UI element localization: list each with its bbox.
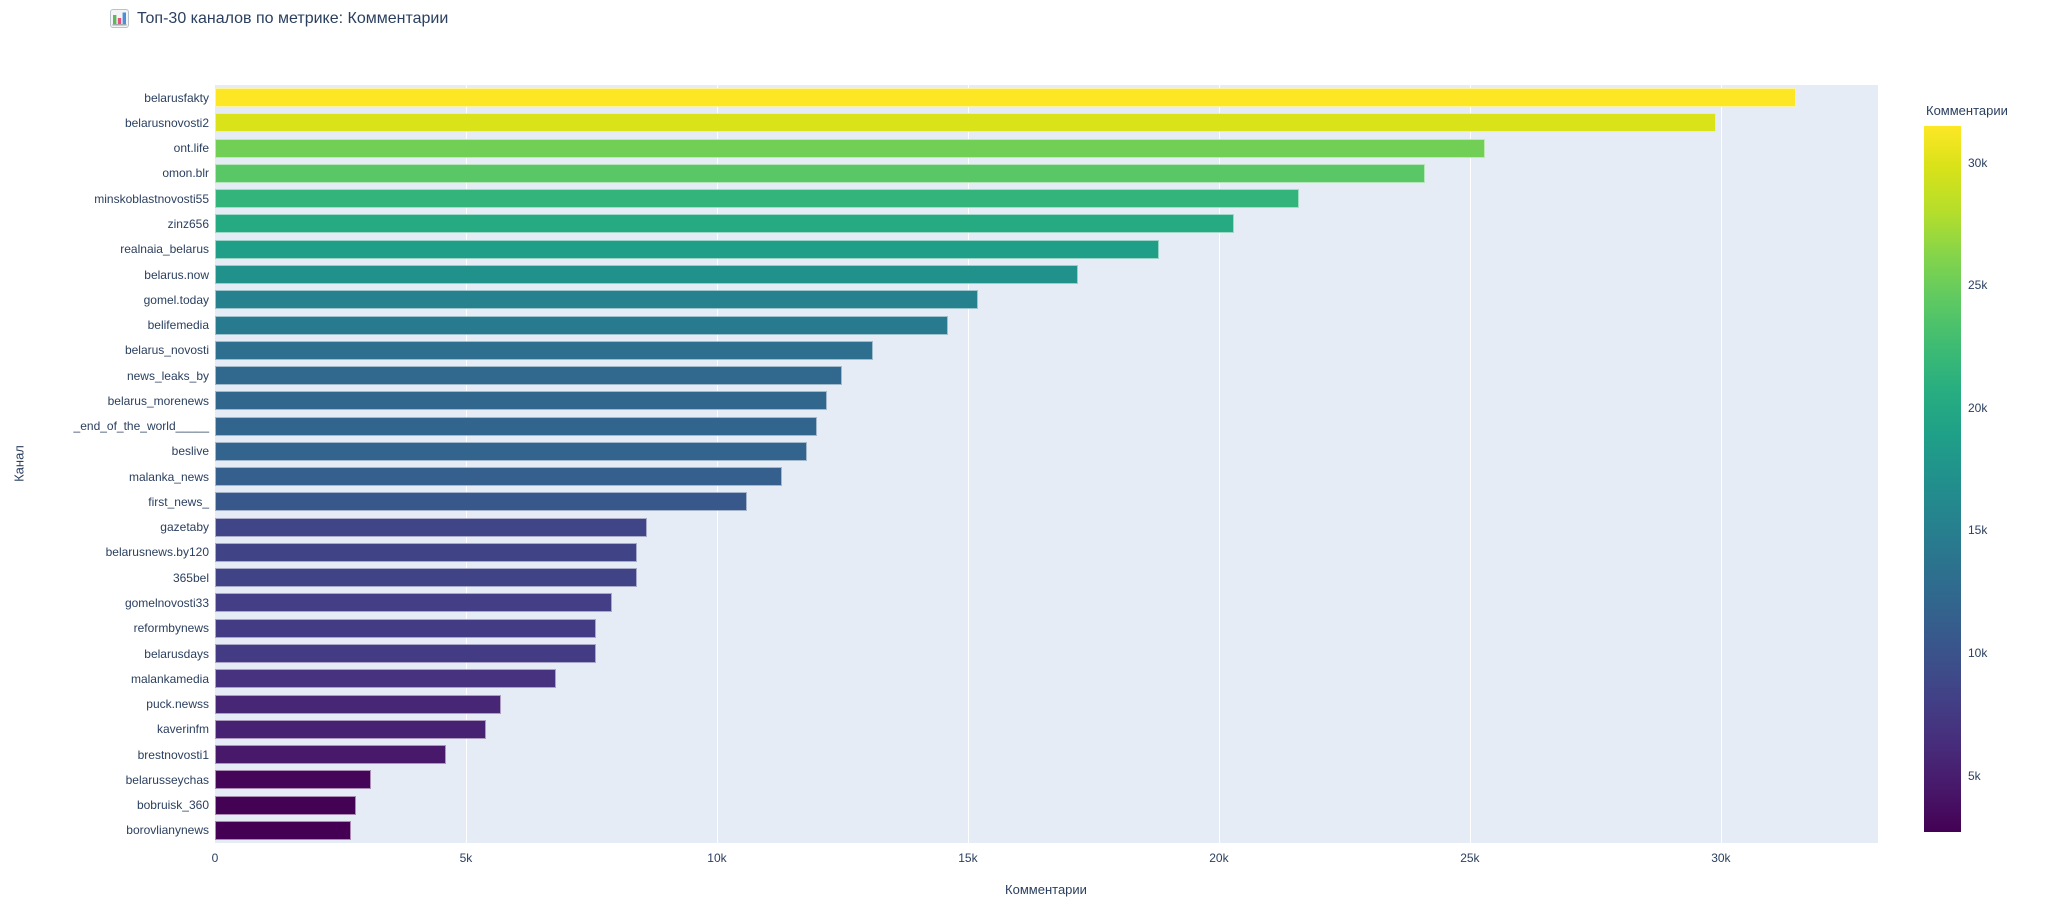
x-tick-label: 0 (211, 851, 219, 865)
x-axis-title: Комментарии (1005, 882, 1087, 897)
y-axis-label: realnaia_belarus (120, 242, 209, 257)
y-axis-label: belarusnews.by120 (105, 545, 209, 560)
bar-chart-emoji-icon (110, 9, 129, 28)
x-tick-label: 5k (459, 851, 473, 865)
bar[interactable] (215, 163, 1425, 183)
bar[interactable] (215, 795, 356, 815)
bar[interactable] (215, 391, 828, 411)
y-axis-label: omon.blr (162, 166, 209, 181)
x-tick-label: 15k (958, 851, 978, 865)
bar[interactable] (215, 669, 557, 689)
y-axis-label: puck.newss (146, 697, 209, 712)
y-axis-label: belarusdays (144, 646, 209, 661)
colorbar-title: Комментарии (1926, 103, 2008, 118)
bar[interactable] (215, 618, 597, 638)
y-axis-label: zinz656 (167, 216, 209, 231)
colorbar-tick-label: 15k (1968, 523, 1988, 538)
y-axis-label: kaverinfm (156, 722, 209, 737)
bar[interactable] (215, 315, 948, 335)
bar[interactable] (215, 644, 597, 663)
gridline (1218, 85, 1220, 843)
y-axis-label: news_leaks_by (126, 368, 209, 383)
y-axis-label: reformbynews (133, 621, 209, 636)
colorbar-tick-label: 20k (1968, 400, 1988, 415)
y-axis-label: gomelnovosti33 (124, 595, 209, 610)
chart-title-text: Топ-30 каналов по метрике: Комментарии (137, 9, 449, 27)
bar[interactable] (215, 745, 446, 765)
bar[interactable] (215, 770, 371, 790)
colorbar-tick-label: 25k (1968, 278, 1988, 293)
bar[interactable] (215, 214, 1234, 234)
gridline (465, 85, 467, 843)
y-axis-label: brestnovosti1 (137, 747, 209, 762)
y-axis-label: belarus_novosti (124, 343, 209, 358)
y-axis-label: minskoblastnovosti55 (94, 191, 209, 206)
x-tick-label: 20k (1209, 851, 1229, 865)
bar[interactable] (215, 239, 1159, 259)
bar[interactable] (215, 340, 873, 360)
gridline (716, 85, 718, 843)
colorbar-tick-label: 10k (1968, 646, 1988, 661)
y-axis-label: belarusnovosti2 (124, 115, 209, 130)
bar[interactable] (215, 113, 1716, 133)
bar[interactable] (215, 492, 748, 512)
bar[interactable] (215, 719, 487, 739)
y-axis-label: 365bel (172, 570, 209, 585)
gridline (967, 85, 969, 843)
bar[interactable] (215, 88, 1797, 108)
x-tick-label: 25k (1460, 851, 1480, 865)
colorbar-gradient (1924, 126, 1961, 832)
bar[interactable] (215, 593, 612, 613)
y-axis-label: gomel.today (143, 292, 209, 307)
y-axis-label: first_news_ (148, 494, 209, 509)
bar[interactable] (215, 366, 843, 386)
y-axis-label: ont.life (173, 141, 209, 156)
plot-area[interactable] (215, 85, 1878, 843)
bar[interactable] (215, 517, 647, 537)
x-tick-label: 30k (1711, 851, 1731, 865)
y-axis-label: belarus.now (144, 267, 209, 282)
bar[interactable] (215, 441, 808, 461)
y-axis-label: bobruisk_360 (136, 798, 209, 813)
y-axis-label: _end_of_the_world_____ (73, 419, 209, 434)
bar[interactable] (215, 568, 637, 588)
chart-title: Топ-30 каналов по метрике: Комментарии (110, 9, 448, 28)
x-tick-label: 10k (707, 851, 727, 865)
y-axis-label: belarusseychas (125, 772, 209, 787)
bar[interactable] (215, 290, 978, 310)
gridline (1720, 85, 1722, 843)
y-axis-label: borovlianynews (126, 823, 209, 838)
y-axis-label: belifemedia (147, 318, 209, 333)
colorbar-tick-label: 5k (1968, 768, 1981, 783)
y-axis-label: beslive (171, 444, 209, 459)
bar[interactable] (215, 138, 1485, 158)
y-axis-label: malanka_news (128, 469, 209, 484)
y-axis-label: belarus_morenews (107, 393, 209, 408)
bar[interactable] (215, 265, 1079, 284)
bar[interactable] (215, 542, 637, 562)
bar[interactable] (215, 820, 351, 840)
bar[interactable] (215, 189, 1300, 209)
y-axis-label: malankamedia (130, 671, 209, 686)
bar[interactable] (215, 416, 818, 436)
bar[interactable] (215, 694, 502, 714)
colorbar-tick-label: 30k (1968, 155, 1988, 170)
gridline (1469, 85, 1471, 843)
y-axis-label: belarusfakty (144, 90, 209, 105)
bar[interactable] (215, 467, 783, 487)
y-axis-label: gazetaby (160, 520, 209, 535)
